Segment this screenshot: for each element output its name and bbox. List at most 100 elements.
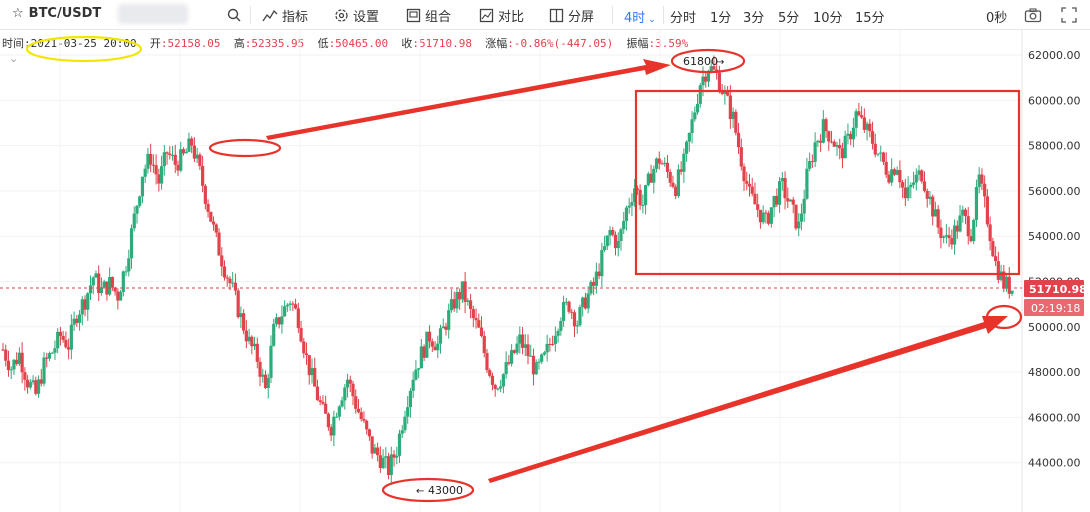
candle-body [351,383,355,397]
candle-body [791,199,795,205]
candle-body [745,181,749,184]
candle-body [184,151,188,154]
candle-body [654,158,659,169]
candle-body [865,123,869,130]
candle-body [870,131,875,144]
candle-body [879,152,883,154]
candle-body [805,168,809,199]
candle-body [28,382,32,388]
interval-15m[interactable]: 15分 [855,11,885,26]
candle-body [97,273,101,294]
candle-body [764,212,768,214]
fullscreen-icon[interactable] [1059,5,1079,25]
symbol-selector[interactable]: ☆ BTC/USDT [12,6,101,21]
split-label: 分屏 [568,10,595,25]
star-icon[interactable]: ☆ [12,6,24,21]
candle-body [447,310,451,330]
interval-3m[interactable]: 3分 [743,11,765,26]
candle-body [6,360,11,371]
candle-body [925,190,929,199]
candle-body [376,447,380,456]
interval-10m[interactable]: 10分 [813,11,843,26]
candle-body [931,196,935,217]
candle-body [742,166,746,182]
candle-body [731,111,735,119]
candle-body [788,199,793,202]
interval-1m[interactable]: 1分 [710,11,732,26]
annotations: 61800 → ← 43000 [208,48,1023,503]
candle-body [340,400,344,407]
interval-timeshare[interactable]: 分时 [670,11,697,26]
split-screen-button[interactable]: 分屏 [549,6,594,25]
candle-body [313,368,317,387]
candle-body [422,346,426,358]
candle-body [214,224,218,233]
candle-body [36,379,41,394]
candle-body [334,416,339,418]
candle-body [586,293,590,309]
candle-body [616,241,620,249]
collapse-chevron-icon[interactable]: ⌄ [9,52,19,65]
candle-body [999,271,1003,280]
price-axis: 62000.00 60000.00 58000.00 56000.00 54000.00… [1028,49,1081,470]
candle-body [242,313,246,331]
candle-body [556,330,560,336]
candle-body [9,369,13,371]
candle-body [575,325,579,327]
candle-body [761,212,765,223]
divider [612,6,613,24]
candle-body [151,164,155,166]
candle-body [179,149,183,171]
candle-body [149,153,153,165]
candle-body [231,282,235,284]
camera-icon[interactable] [1023,5,1043,25]
candle-body [244,330,248,342]
candle-body [928,196,932,199]
candle-body [488,370,492,376]
candle-body [403,416,407,431]
candle-body [818,140,823,143]
candle-body [723,90,727,94]
settings-button[interactable]: 设置 [334,6,379,25]
candle-body [444,326,448,330]
candle-body [736,132,741,148]
combo-button[interactable]: 组合 [406,6,451,25]
candle-body [69,324,73,350]
candle-body [277,317,281,325]
interval-5m[interactable]: 5分 [778,11,800,26]
candle-body [324,403,328,414]
candle-body [985,196,989,225]
candle-body [39,379,43,384]
compare-icon [479,8,494,23]
compare-button[interactable]: 对比 [479,6,524,25]
interval-4h-dropdown[interactable]: 4时 ⌄ [624,7,656,26]
search-icon[interactable] [224,5,244,25]
candle-body [1002,271,1006,289]
candlestick-chart[interactable]: 62000.00 60000.00 58000.00 56000.00 54000.00… [0,30,1090,512]
candle-body [348,379,352,384]
candle-body [832,141,836,147]
candle-body [45,357,49,359]
ohlc-legend: 时间:2021-03-25 20:00 开:52158.05 高:52335.9… [2,35,688,51]
candle-body [23,372,27,380]
candle-body [972,220,976,242]
candle-body [526,344,530,357]
candle-body [810,161,814,163]
candle-body [192,145,197,159]
divider [663,6,664,24]
candle-body [611,230,615,235]
candle-body [816,140,820,143]
candle-body [600,250,604,277]
candle-body [425,331,429,358]
indicators-button[interactable]: 指标 [262,6,308,25]
split-icon [549,8,564,23]
candle-body [592,281,596,286]
grid [0,30,1022,512]
candle-body [824,119,828,132]
candle-body [933,209,938,217]
candle-body [124,271,128,273]
divider [250,6,251,24]
candle-body [660,163,664,165]
candle-body [846,133,850,136]
candle-body [753,193,757,205]
